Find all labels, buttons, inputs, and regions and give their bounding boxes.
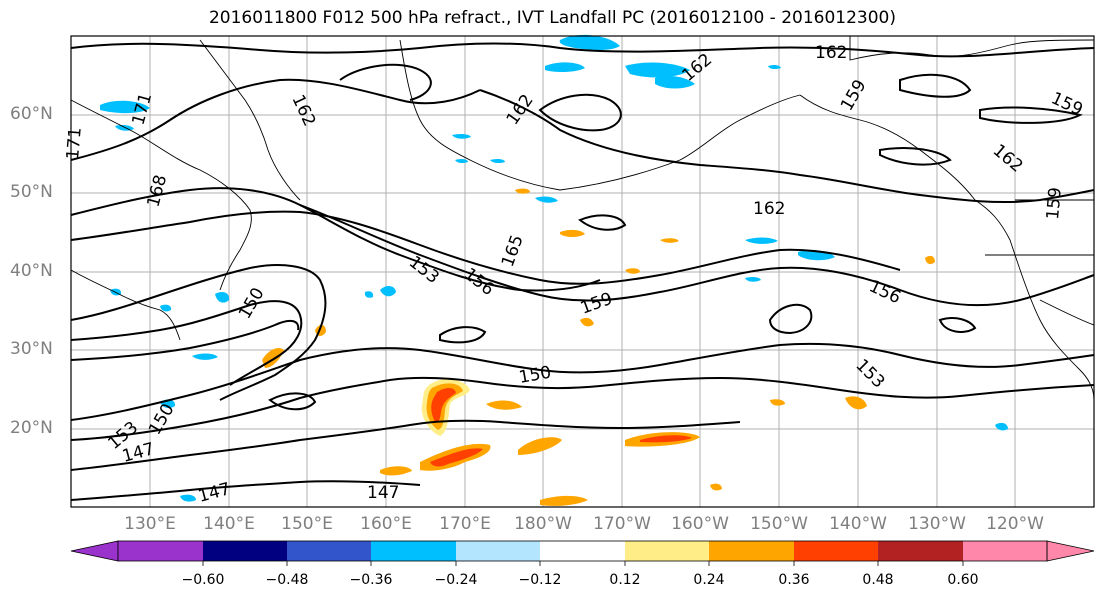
colorbar-tick-label: 0.60 xyxy=(947,572,979,588)
contour-label: 162 xyxy=(815,43,847,63)
lon-label: 160°W xyxy=(671,514,729,534)
colorbar-tick-label: 0.36 xyxy=(778,572,810,588)
colorbar-segment xyxy=(878,541,963,561)
contour-label: 162 xyxy=(753,199,785,219)
negative-anomaly-patches xyxy=(100,34,1008,502)
lon-label: 140°E xyxy=(203,514,255,534)
lon-label: 150°E xyxy=(281,514,333,534)
colorbar-tick-label: −0.48 xyxy=(265,572,309,588)
colorbar-extend-high xyxy=(1046,540,1095,562)
lat-label: 50°N xyxy=(10,182,53,202)
lon-label: 170°W xyxy=(593,514,651,534)
colorbar-tick-label: −0.12 xyxy=(518,572,562,588)
lon-label: 140°W xyxy=(829,514,887,534)
lon-label: 130°E xyxy=(124,514,176,534)
colorbar-tick-label: −0.24 xyxy=(434,572,478,588)
contour-label: 171 xyxy=(63,126,86,160)
lat-label: 60°N xyxy=(10,104,53,124)
lon-label: 170°E xyxy=(439,514,491,534)
colorbar-segment xyxy=(456,541,540,561)
map-frame xyxy=(70,35,1095,508)
contour-label: 159 xyxy=(1043,186,1066,220)
contour-label: 147 xyxy=(367,483,399,503)
lon-label: 130°W xyxy=(908,514,966,534)
colorbar-segment xyxy=(709,541,794,561)
map-title: 2016011800 F012 500 hPa refract., IVT La… xyxy=(208,8,896,28)
lon-label: 160°E xyxy=(360,514,412,534)
colorbar-tick-label: −0.36 xyxy=(349,572,393,588)
colorbar-segment xyxy=(203,541,287,561)
colorbar-segment xyxy=(963,541,1047,561)
colorbar-segment xyxy=(118,541,203,561)
colorbar-tick-label: 0.24 xyxy=(693,572,725,588)
colorbar-tick-label: −0.60 xyxy=(181,572,225,588)
colorbar-segment xyxy=(794,541,878,561)
colorbar xyxy=(70,540,1095,566)
colorbar-segment xyxy=(625,541,709,561)
lat-label: 40°N xyxy=(10,261,53,281)
lon-label: 120°W xyxy=(986,514,1044,534)
colorbar-tick-label: 0.48 xyxy=(862,572,894,588)
colorbar-segment xyxy=(540,541,625,561)
lat-label: 30°N xyxy=(10,339,53,359)
lat-label: 20°N xyxy=(10,418,53,438)
colorbar-segment xyxy=(287,541,371,561)
refractivity-contours xyxy=(70,42,1095,501)
colorbar-extend-low xyxy=(70,540,119,562)
lon-label: 150°W xyxy=(750,514,808,534)
colorbar-tick-label: 0.12 xyxy=(609,572,641,588)
lon-label: 180°W xyxy=(514,514,572,534)
colorbar-segment xyxy=(371,541,456,561)
